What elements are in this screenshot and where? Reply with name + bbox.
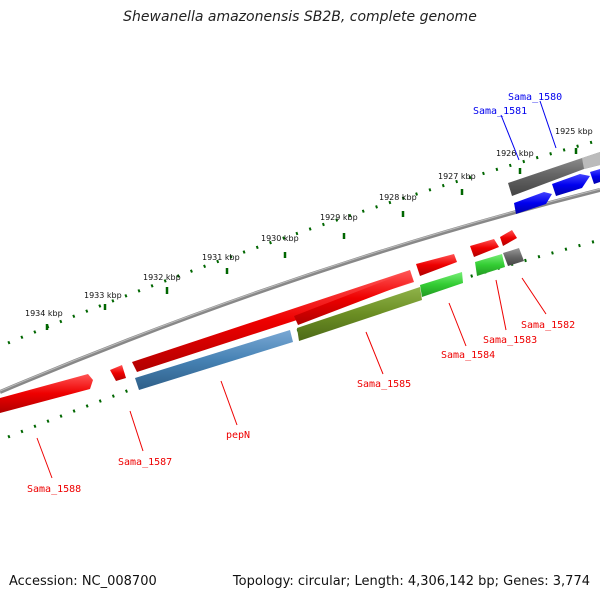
label-sama-1587: Sama_1587 [118, 457, 172, 468]
label-sama-1584: Sama_1584 [441, 350, 495, 361]
gene-sama-1580-tail [582, 152, 600, 169]
tick-label-1929: 1929 kbp [320, 213, 358, 222]
label-sama-1580: Sama_1580 [508, 92, 562, 103]
gene-red-1582[interactable] [500, 230, 517, 246]
gene-blue-3[interactable] [590, 169, 600, 184]
tick-label-1927: 1927 kbp [438, 172, 476, 181]
ruler-labels: 1925 kbp 1926 kbp 1927 kbp 1928 kbp 1929… [25, 127, 593, 318]
gene-sama-1581[interactable] [514, 192, 552, 214]
tick-label-1931: 1931 kbp [202, 253, 240, 262]
gene-labels: Sama_1580 Sama_1581 Sama_1582 Sama_1583 … [27, 92, 575, 495]
gene-sama-1587[interactable] [110, 365, 126, 381]
map-title: Shewanella amazonensis SB2B, complete ge… [123, 9, 477, 25]
tick-label-1925: 1925 kbp [555, 127, 593, 136]
gene-grey-1582[interactable] [503, 248, 524, 266]
leader-lines [36, 100, 557, 479]
gene-red-mid[interactable] [294, 271, 413, 325]
major-ticks [45, 148, 578, 330]
gene-green-1583[interactable] [475, 254, 505, 276]
tick-label-1933: 1933 kbp [84, 291, 122, 300]
label-sama-1582: Sama_1582 [521, 320, 575, 331]
gene-sama-1588[interactable] [0, 374, 93, 413]
genome-stats-text: Topology: circular; Length: 4,306,142 bp… [232, 574, 590, 589]
gene-green-1584[interactable] [420, 272, 463, 297]
tick-label-1930: 1930 kbp [261, 234, 299, 243]
tick-label-1932: 1932 kbp [143, 273, 181, 282]
gene-pepn[interactable] [135, 330, 293, 390]
genome-backbone [0, 188, 600, 394]
tick-label-1934: 1934 kbp [25, 309, 63, 318]
tick-label-1926: 1926 kbp [496, 149, 534, 158]
reverse-genes[interactable] [0, 230, 524, 413]
label-sama-1581: Sama_1581 [473, 106, 527, 117]
label-sama-1585: Sama_1585 [357, 379, 411, 390]
gene-red-main[interactable] [132, 270, 414, 372]
label-sama-1588: Sama_1588 [27, 484, 81, 495]
tick-label-1928: 1928 kbp [379, 193, 417, 202]
gene-red-1583[interactable] [470, 239, 499, 257]
label-pepn: pepN [226, 430, 250, 441]
forward-genes[interactable] [508, 152, 600, 214]
gene-sama-1585[interactable] [297, 287, 422, 341]
label-sama-1583: Sama_1583 [483, 335, 537, 346]
gene-blue-2[interactable] [552, 174, 590, 196]
gene-red-1584[interactable] [416, 254, 457, 276]
gene-sama-1580[interactable] [508, 152, 600, 196]
accession-text: Accession: NC_008700 [9, 574, 157, 589]
